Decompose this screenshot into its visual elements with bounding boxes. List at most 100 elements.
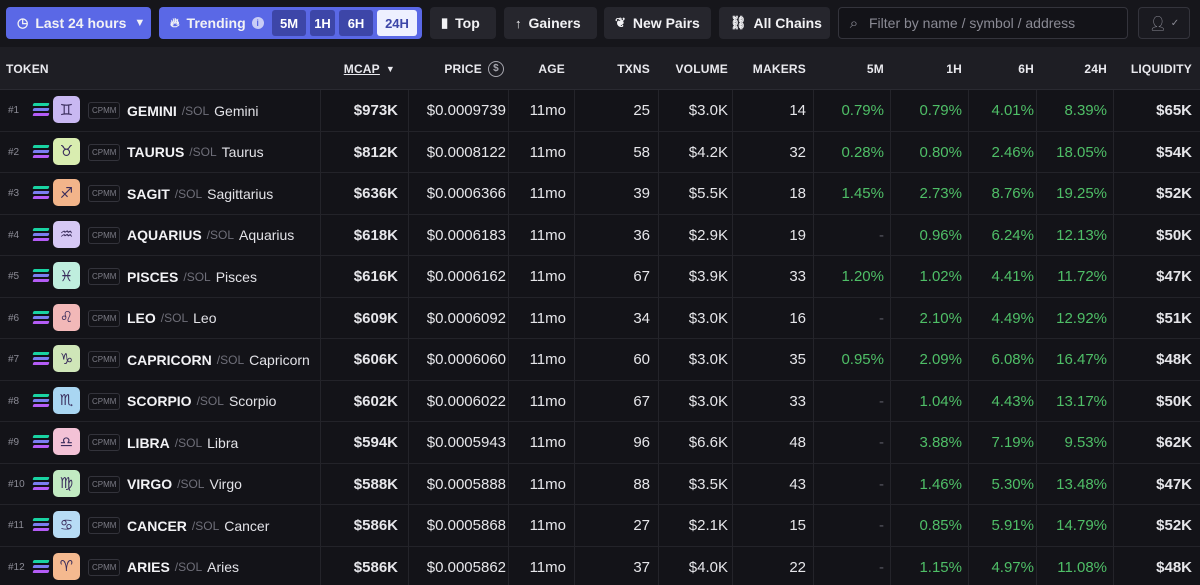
token-cell[interactable]: LEO/SOL Leo: [127, 298, 217, 339]
header-liquidity[interactable]: LIQUIDITY: [1130, 61, 1192, 76]
interval-5m[interactable]: 5M: [272, 10, 306, 36]
cell-volume: $3.0K: [688, 351, 728, 368]
trending-button[interactable]: 🔥︎ Trending i: [159, 7, 264, 39]
cell-txns: 67: [633, 392, 650, 410]
cell-price: $0.0006183: [426, 226, 506, 244]
header-6h[interactable]: 6H: [1018, 61, 1034, 76]
cell-price: $0.0006022: [426, 392, 506, 410]
dex-badge: CPMM: [88, 309, 121, 327]
column-divider: [813, 173, 814, 214]
token-cell[interactable]: SAGIT/SOL Sagittarius: [127, 173, 273, 214]
header-txns[interactable]: TXNS: [617, 61, 650, 76]
interval-24h[interactable]: 24H: [377, 10, 417, 36]
token-cell[interactable]: VIRGO/SOL Virgo: [127, 464, 242, 505]
table-row[interactable]: #5 ♓ CPMM PISCES/SOL Pisces $616K $0.0006162 11…: [0, 256, 1200, 298]
all-chains-button[interactable]: ⛓︎ All Chains: [719, 7, 830, 39]
table-row[interactable]: #8 ♏ CPMM SCORPIO/SOL Scorpio $602K $0.0006022…: [0, 380, 1200, 422]
column-divider: [320, 463, 321, 505]
cell-price: $0.0006366: [426, 185, 506, 202]
header-5m[interactable]: 5M: [866, 61, 884, 76]
bar-chart-icon: ▮: [441, 15, 449, 30]
token-cell[interactable]: AQUARIUS/SOL Aquarius: [127, 215, 294, 256]
cell-h6: 6.08%: [991, 351, 1034, 368]
cell-liquidity: $48K: [1156, 351, 1192, 368]
solana-chain-icon: [32, 144, 50, 159]
row-rank: #2: [8, 146, 20, 158]
column-divider: [813, 422, 814, 463]
table-row[interactable]: #10 ♍ CPMM VIRGO/SOL Virgo $588K $0.0005888 11m…: [0, 463, 1200, 505]
cell-h1: 0.79%: [919, 102, 962, 119]
column-divider: [813, 90, 814, 131]
table-row[interactable]: #4 ♒ CPMM AQUARIUS/SOL Aquarius $618K $0.00061…: [0, 214, 1200, 256]
user-menu-button[interactable]: 👤︎ ✓: [1138, 7, 1190, 39]
token-symbol: AQUARIUS: [127, 227, 202, 243]
time-filter-dropdown[interactable]: ◷ Last 24 hours ▼: [6, 7, 151, 39]
column-divider: [320, 256, 321, 297]
token-cell[interactable]: CANCER/SOL Cancer: [127, 505, 269, 546]
cell-price: $0.0006060: [426, 351, 506, 368]
column-divider: [574, 131, 575, 173]
check-icon: ✓: [1170, 17, 1180, 29]
token-avatar: ♌: [53, 303, 80, 331]
table-row[interactable]: #12 ♈ CPMM ARIES/SOL Aries $586K $0.0005862 11m…: [0, 546, 1200, 585]
table-row[interactable]: #2 ♉ CPMM TAURUS/SOL Taurus $812K $0.0008122 11…: [0, 131, 1200, 173]
header-1h[interactable]: 1H: [946, 61, 962, 76]
cell-m5: -: [879, 558, 884, 576]
table-row[interactable]: #7 ♑ CPMM CAPRICORN/SOL Capricorn $606K $0.000…: [0, 339, 1200, 381]
column-divider: [890, 463, 891, 505]
header-price[interactable]: PRICE $: [410, 47, 504, 90]
cell-txns: 25: [633, 102, 650, 119]
cell-mcap: $812K: [353, 143, 398, 161]
token-cell[interactable]: ARIES/SOL Aries: [127, 547, 239, 585]
header-age[interactable]: AGE: [538, 61, 565, 76]
flame-icon: 🔥︎: [170, 15, 180, 30]
cell-age: 11mo: [529, 475, 566, 493]
token-cell[interactable]: SCORPIO/SOL Scorpio: [127, 381, 276, 422]
column-divider: [813, 297, 814, 339]
column-divider: [408, 173, 409, 214]
cell-makers: 22: [789, 558, 806, 576]
column-divider: [813, 505, 814, 546]
table-row[interactable]: #11 ♋ CPMM CANCER/SOL Cancer $586K $0.0005868 1…: [0, 505, 1200, 547]
header-volume[interactable]: VOLUME: [675, 61, 728, 76]
column-divider: [890, 173, 891, 214]
dollar-coin-icon[interactable]: $: [488, 60, 504, 77]
token-symbol: CAPRICORN: [127, 351, 212, 368]
header-mcap[interactable]: MCAP ▼: [324, 47, 395, 90]
interval-1h[interactable]: 1H: [310, 10, 335, 36]
column-divider: [813, 339, 814, 380]
header-24h[interactable]: 24H: [1084, 61, 1107, 76]
token-cell[interactable]: LIBRA/SOL Libra: [127, 422, 238, 463]
quote-symbol: /SOL: [216, 352, 245, 367]
column-divider: [408, 339, 409, 380]
column-divider: [813, 463, 814, 505]
token-name: Virgo: [209, 476, 242, 492]
table-row[interactable]: #6 ♌ CPMM LEO/SOL Leo $609K $0.0006092 11mo 34 $3…: [0, 297, 1200, 339]
token-cell[interactable]: TAURUS/SOL Taurus: [127, 132, 264, 173]
search-input[interactable]: [869, 15, 1119, 31]
column-divider: [658, 463, 659, 505]
table-row[interactable]: #1 ♊ CPMM GEMINI/SOL Gemini $973K $0.0009739 11…: [0, 90, 1200, 132]
solana-chain-icon: [32, 559, 50, 574]
column-divider: [320, 173, 321, 214]
gainers-button[interactable]: ↑ Gainers: [504, 7, 597, 39]
solana-chain-icon: [32, 518, 50, 532]
cell-age: 11mo: [529, 226, 566, 244]
interval-6h[interactable]: 6H: [339, 10, 373, 36]
cell-txns: 34: [633, 309, 650, 327]
token-cell[interactable]: CAPRICORN/SOL Capricorn: [127, 339, 310, 380]
cell-mcap: $616K: [353, 268, 398, 285]
cell-txns: 67: [633, 268, 650, 285]
table-row[interactable]: #3 ♐ CPMM SAGIT/SOL Sagittarius $636K $0.00063…: [0, 173, 1200, 215]
cell-h1: 0.80%: [919, 143, 962, 161]
cell-price: $0.0005888: [426, 475, 506, 493]
table-row[interactable]: #9 ♎ CPMM LIBRA/SOL Libra $594K $0.0005943 11mo…: [0, 422, 1200, 464]
token-cell[interactable]: PISCES/SOL Pisces: [127, 256, 257, 297]
token-name: Pisces: [215, 268, 257, 285]
new-pairs-button[interactable]: ❦ New Pairs: [604, 7, 711, 39]
top-button[interactable]: ▮ Top: [430, 7, 496, 39]
quote-symbol: /SOL: [174, 186, 203, 201]
info-icon[interactable]: i: [251, 17, 264, 29]
header-makers[interactable]: MAKERS: [752, 61, 806, 76]
token-cell[interactable]: GEMINI/SOL Gemini: [127, 90, 259, 131]
